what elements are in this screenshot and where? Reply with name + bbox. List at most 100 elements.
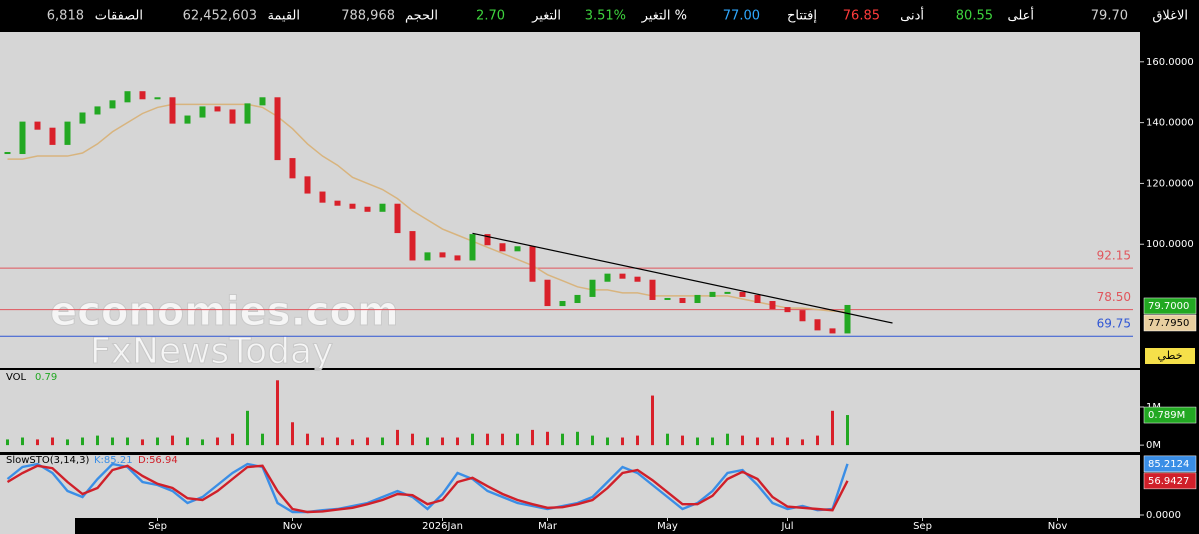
volume-bar [576,431,579,446]
y-tick-label: 140.0000 [1146,118,1194,129]
volume-bar [546,431,549,446]
candle [394,203,401,234]
x-tick-label: 2026Jan [422,521,463,532]
volume-bar [801,439,804,446]
volume-bar [141,439,144,446]
header-value: 77.00 [723,9,760,24]
candle [124,91,131,103]
candle [244,103,251,124]
x-tick-label: Mar [538,521,558,532]
candle [64,121,71,145]
volume-bar [786,437,789,446]
volume-bar [381,437,384,446]
volume-bar [261,433,264,446]
volume-bar [831,410,834,446]
candle [544,279,551,307]
candle [604,273,611,282]
chart-type-button[interactable] [1145,348,1195,364]
volume-bar [561,433,564,446]
candle [469,234,476,261]
x-tick-label: Nov [1048,521,1068,532]
header-label: التغير % [641,9,687,24]
candle [4,152,11,155]
price-panel [0,32,1140,368]
candle [214,106,221,112]
panel-title: SlowSTO(3,14,3) [6,455,89,466]
volume-bar [321,437,324,446]
y-tick-label: 120.0000 [1146,178,1194,189]
volume-bar [96,435,99,446]
price-tag [1143,297,1197,315]
x-axis [75,518,1140,534]
volume-bar [726,433,729,446]
stoch-panel [0,455,1140,518]
header-value: 79.70 [1091,9,1128,24]
volume-bar [486,433,489,446]
candle [439,252,446,258]
candle [229,109,236,124]
candle [184,115,191,124]
volume-bar [66,439,69,446]
price-tag [1143,472,1197,490]
volume-bar [846,415,849,446]
volume-bar [156,437,159,446]
price-tag-label: 77.7950 [1148,318,1189,329]
volume-bar [396,429,399,446]
price-tag-label: 56.9427 [1148,476,1189,487]
legend-entry: D:56.94 [138,455,178,466]
volume-bar [531,429,534,446]
candle [769,301,776,310]
level-label: 69.75 [1097,317,1131,331]
candle [79,112,86,124]
panel-value: 0.79 [35,372,57,383]
panel-title: VOL [6,372,27,383]
x-tick-label: Jul [780,521,793,532]
candle [19,121,26,155]
price-tag-label: 79.7000 [1148,301,1189,312]
chart-type-label[interactable]: خطي [1158,349,1183,362]
volume-bar [276,380,279,446]
volume-bar [201,439,204,446]
price-tag [1143,314,1197,332]
y-tick-label: 100.0000 [1146,239,1194,250]
legend-entry: K:85.21 [94,455,133,466]
header-value: 80.55 [956,9,993,24]
header-value: 62,452,603 [183,9,257,24]
candle [304,176,311,194]
candle [364,206,371,212]
watermark: FxNewsToday [90,331,333,372]
candle [664,297,671,300]
volume-bar [441,437,444,446]
header-label: التغير [531,9,561,24]
candle [319,191,326,203]
volume-bar [471,433,474,446]
candle [649,279,656,300]
header-label: إفتتاح [787,9,817,24]
header-label: الصفقات [95,9,143,24]
candle [694,294,701,304]
candle [799,310,806,322]
header-label: القيمة [267,9,300,24]
candle [109,100,116,109]
volume-bar [456,437,459,446]
volume-bar [591,435,594,446]
candle [484,234,491,246]
volume-bar [21,437,24,446]
candle [289,158,296,179]
header-value: 6,818 [47,9,84,24]
candle [454,255,461,261]
candle [94,106,101,115]
candle [739,291,746,297]
volume-bar [306,433,309,446]
candle [619,273,626,279]
volume-bar [111,437,114,446]
volume-bar [126,437,129,446]
header-value: 788,968 [341,9,395,24]
volume-bar [741,435,744,446]
volume-bar [36,439,39,446]
candle [784,307,791,313]
candle [574,294,581,304]
price-tag [1143,455,1197,473]
x-tick-label: Sep [913,521,932,532]
